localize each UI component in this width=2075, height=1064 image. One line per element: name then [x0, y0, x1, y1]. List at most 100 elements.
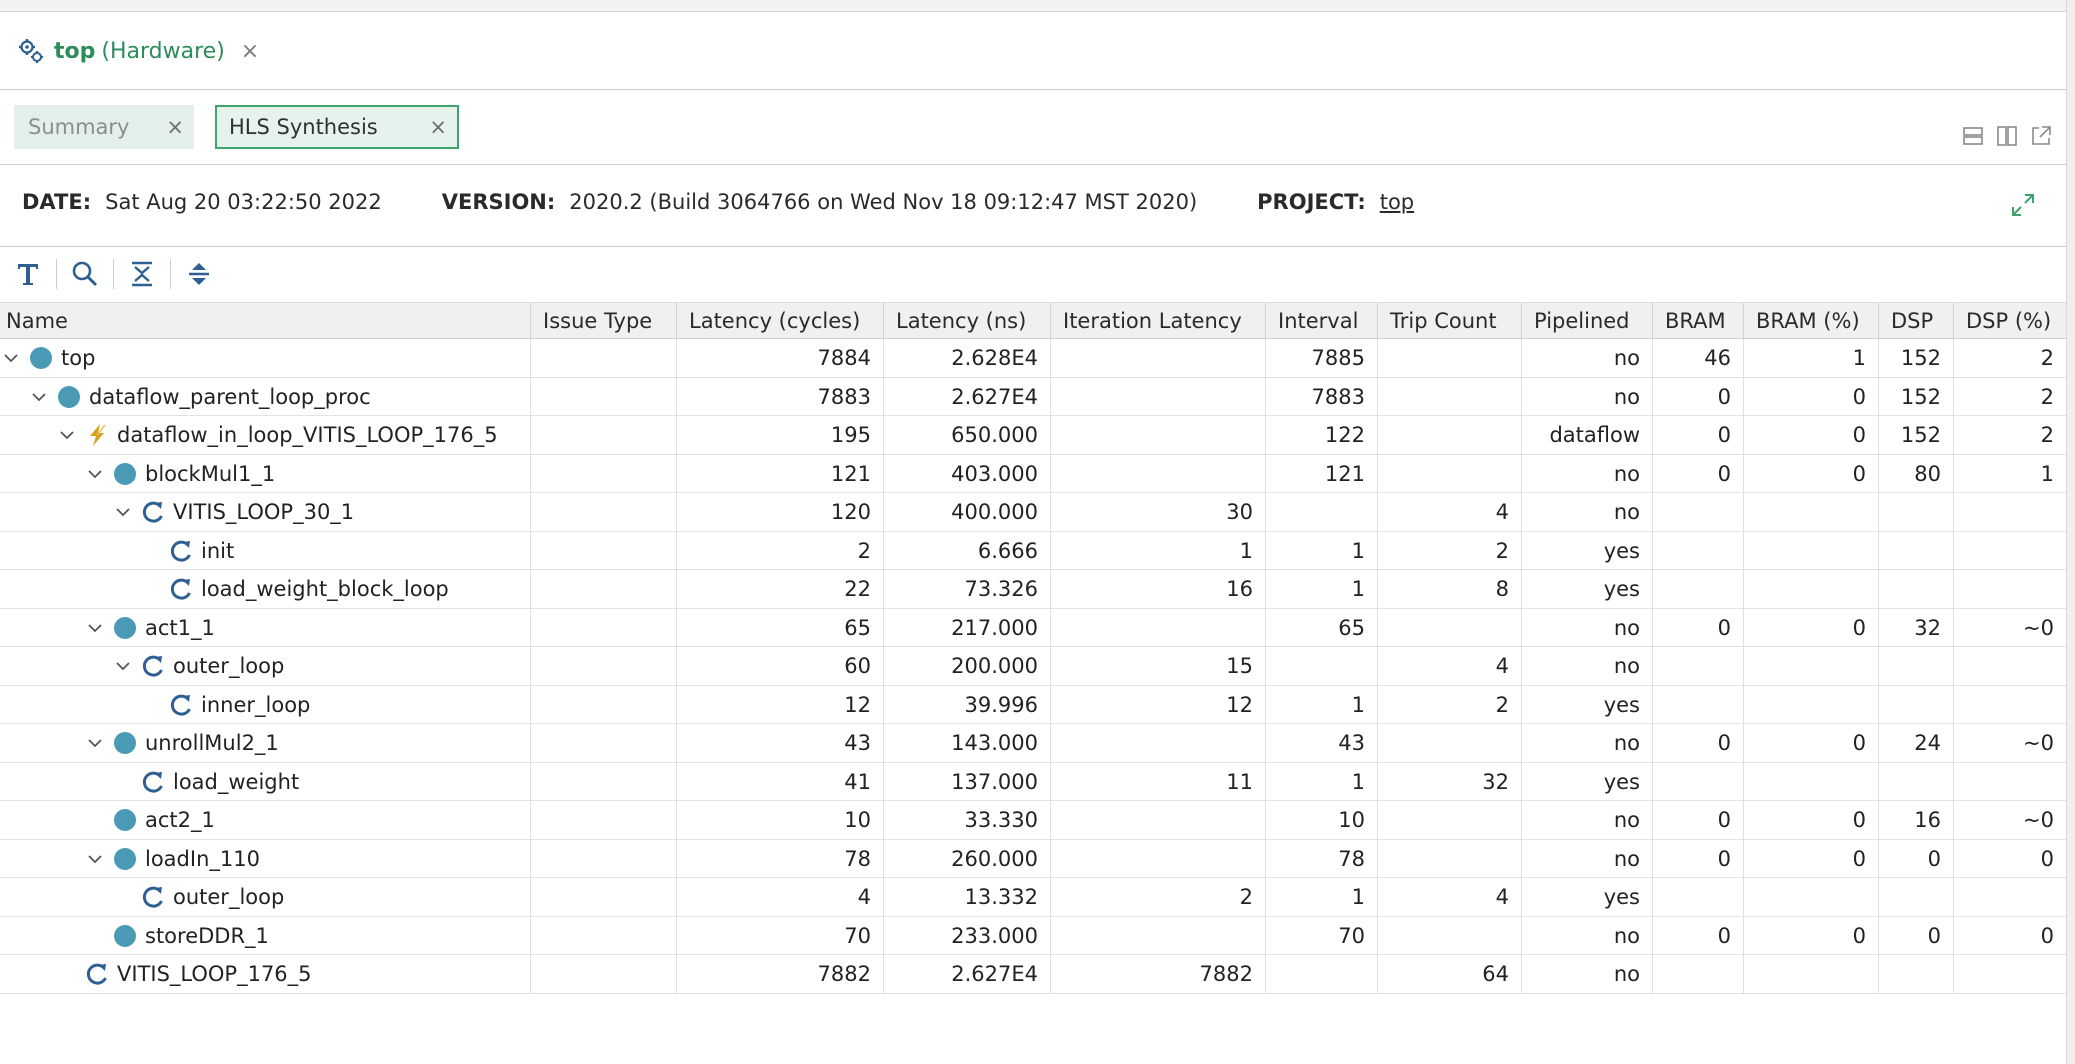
- chevron-down-icon[interactable]: [30, 388, 48, 406]
- tree-node[interactable]: dataflow_parent_loop_proc: [30, 378, 371, 416]
- column-header-issue-type[interactable]: Issue Type: [530, 303, 676, 340]
- tree-node[interactable]: init: [142, 532, 234, 570]
- cell-latency-ns: 233.000: [883, 916, 1050, 955]
- tree-node[interactable]: storeDDR_1: [86, 917, 269, 955]
- tree-node[interactable]: top: [2, 339, 95, 377]
- cell-issue-type: [530, 685, 676, 724]
- table-row[interactable]: VITIS_LOOP_176_5 7882 2.627E4 7882 64 no: [0, 955, 2066, 994]
- column-header-dsp[interactable]: DSP: [1878, 303, 1953, 340]
- tree-node[interactable]: VITIS_LOOP_176_5: [58, 955, 312, 993]
- table-row[interactable]: load_weight 41 137.000 11 1 32 yes: [0, 762, 2066, 801]
- tree-node[interactable]: unrollMul2_1: [86, 724, 279, 762]
- cell-pipelined: yes: [1521, 878, 1652, 917]
- cell-pipelined: no: [1521, 377, 1652, 416]
- column-header-interval[interactable]: Interval: [1265, 303, 1377, 340]
- table-row[interactable]: dataflow_parent_loop_proc 7883 2.627E4 7883…: [0, 377, 2066, 416]
- tab-hls-synthesis[interactable]: HLS Synthesis ×: [215, 105, 459, 149]
- tree-node[interactable]: VITIS_LOOP_30_1: [114, 493, 354, 531]
- tab-summary-close-icon[interactable]: ×: [166, 115, 184, 139]
- column-header-iteration-latency[interactable]: Iteration Latency: [1050, 303, 1265, 340]
- table-row[interactable]: outer_loop 60 200.000 15 4 no: [0, 647, 2066, 686]
- table-body: top 7884 2.628E4 7885 no 46 1 152 2 dataflow_pare…: [0, 339, 2066, 994]
- cell-dsp-pct: ~0: [1953, 608, 2066, 647]
- tree-node[interactable]: act2_1: [86, 801, 215, 839]
- cell-trip-count: [1377, 608, 1521, 647]
- table-row[interactable]: loadIn_110 78 260.000 78 no 0 0 0 0: [0, 839, 2066, 878]
- float-window-icon[interactable]: [2029, 124, 2053, 148]
- cell-latency-ns: 2.627E4: [883, 955, 1050, 994]
- column-header-latency-ns[interactable]: Latency (ns): [883, 303, 1050, 340]
- chevron-down-icon[interactable]: [2, 349, 20, 367]
- tree-node[interactable]: outer_loop: [114, 878, 284, 916]
- cell-dsp-pct: [1953, 570, 2066, 609]
- split-vertical-icon[interactable]: [1995, 124, 2019, 148]
- text-format-button[interactable]: [8, 256, 48, 292]
- cell-trip-count: [1377, 916, 1521, 955]
- chevron-down-icon[interactable]: [86, 734, 104, 752]
- editor-tab-close-icon[interactable]: ×: [240, 38, 260, 64]
- cell-bram-pct: [1743, 762, 1878, 801]
- tree-node[interactable]: loadIn_110: [86, 840, 260, 878]
- table-row[interactable]: outer_loop 4 13.332 2 1 4 yes: [0, 878, 2066, 917]
- cell-latency-ns: 217.000: [883, 608, 1050, 647]
- expand-icon[interactable]: [2009, 191, 2037, 219]
- cell-trip-count: 8: [1377, 570, 1521, 609]
- chevron-down-icon[interactable]: [114, 503, 132, 521]
- text-format-icon: [18, 264, 38, 285]
- window-top-strip: [0, 0, 2066, 12]
- expand-all-button[interactable]: [179, 256, 219, 292]
- search-button[interactable]: [65, 256, 105, 292]
- tab-summary[interactable]: Summary ×: [14, 105, 194, 149]
- cell-iteration-latency: [1050, 339, 1265, 378]
- tree-node[interactable]: inner_loop: [142, 686, 310, 724]
- column-header-bram-pct[interactable]: BRAM (%): [1743, 303, 1878, 340]
- column-header-bram[interactable]: BRAM: [1652, 303, 1743, 340]
- column-header-latency-cycles[interactable]: Latency (cycles): [676, 303, 883, 340]
- column-header-dsp-pct[interactable]: DSP (%): [1953, 303, 2066, 340]
- table-row[interactable]: blockMul1_1 121 403.000 121 no 0 0 80 1: [0, 454, 2066, 493]
- row-name: unrollMul2_1: [145, 731, 279, 755]
- split-horizontal-icon[interactable]: [1961, 124, 1985, 148]
- chevron-down-icon[interactable]: [86, 850, 104, 868]
- row-name: blockMul1_1: [145, 461, 276, 486]
- tree-node[interactable]: act1_1: [86, 609, 215, 647]
- table-row[interactable]: load_weight_block_loop 22 73.326 16 1 8 yes: [0, 570, 2066, 609]
- chevron-down-icon[interactable]: [86, 465, 104, 483]
- cell-iteration-latency: 15: [1050, 647, 1265, 686]
- collapse-all-button[interactable]: [122, 256, 162, 292]
- chevron-down-icon[interactable]: [58, 426, 76, 444]
- tree-node[interactable]: load_weight: [114, 763, 299, 801]
- divider: [0, 164, 2066, 165]
- column-header-name[interactable]: Name: [6, 309, 68, 333]
- module-icon: [114, 462, 136, 485]
- editor-tab-top[interactable]: top (Hardware) ×: [18, 34, 259, 68]
- table-row[interactable]: VITIS_LOOP_30_1 120 400.000 30 4 no: [0, 493, 2066, 532]
- table-row[interactable]: storeDDR_1 70 233.000 70 no 0 0 0 0: [0, 916, 2066, 956]
- tree-node[interactable]: dataflow_in_loop_VITIS_LOOP_176_5: [58, 416, 498, 454]
- chevron-down-icon[interactable]: [86, 619, 104, 637]
- chevron-down-icon[interactable]: [114, 657, 132, 675]
- project-link[interactable]: top: [1379, 190, 1415, 214]
- cell-dsp-pct: 1: [1953, 454, 2066, 493]
- table-row[interactable]: inner_loop 12 39.996 12 1 2 yes: [0, 685, 2066, 724]
- column-header-trip-count[interactable]: Trip Count: [1377, 303, 1521, 340]
- table-row[interactable]: top 7884 2.628E4 7885 no 46 1 152 2: [0, 339, 2066, 378]
- right-scrollbar-track[interactable]: [2066, 0, 2075, 1064]
- cell-trip-count: [1377, 839, 1521, 878]
- table-row[interactable]: init 2 6.666 1 1 2 yes: [0, 531, 2066, 570]
- table-row[interactable]: dataflow_in_loop_VITIS_LOOP_176_5 195 650.…: [0, 416, 2066, 455]
- loop-icon: [142, 501, 163, 523]
- tree-node[interactable]: blockMul1_1: [86, 455, 275, 493]
- table-row[interactable]: act1_1 65 217.000 65 no 0 0 32 ~0: [0, 608, 2066, 647]
- table-row[interactable]: unrollMul2_1 43 143.000 43 no 0 0 24 ~0: [0, 724, 2066, 763]
- cell-name: storeDDR_1: [0, 917, 530, 956]
- table-row[interactable]: act2_1 10 33.330 10 no 0 0 16 ~0: [0, 801, 2066, 840]
- cell-bram: [1652, 762, 1743, 801]
- cell-latency-cycles: 41: [676, 762, 883, 801]
- search-icon: [72, 261, 98, 287]
- cell-latency-ns: 39.996: [883, 685, 1050, 724]
- tab-hls-synthesis-close-icon[interactable]: ×: [429, 115, 447, 139]
- tree-node[interactable]: outer_loop: [114, 647, 284, 685]
- tree-node[interactable]: load_weight_block_loop: [142, 570, 449, 608]
- column-header-pipelined[interactable]: Pipelined: [1521, 303, 1652, 340]
